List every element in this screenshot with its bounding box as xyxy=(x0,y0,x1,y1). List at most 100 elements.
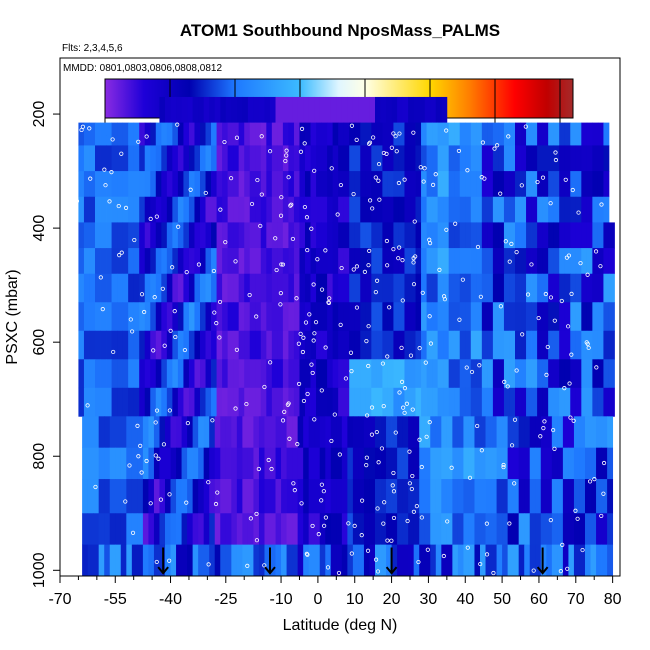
heatmap-cell xyxy=(205,171,212,198)
heatmap-cell xyxy=(297,479,304,514)
heatmap-cell xyxy=(548,330,555,360)
heatmap-cell xyxy=(177,171,184,198)
sample-dot xyxy=(116,203,121,209)
heatmap-cell xyxy=(443,248,450,275)
heatmap-cell xyxy=(398,122,405,146)
heatmap-cell xyxy=(343,330,350,360)
heatmap-cell xyxy=(159,447,166,480)
sample-dot xyxy=(548,201,553,206)
sample-dot xyxy=(301,335,306,340)
heatmap-cell xyxy=(275,416,282,449)
heatmap-cell xyxy=(82,447,89,480)
heatmap-cell xyxy=(485,513,492,546)
heatmap-cell xyxy=(568,544,575,577)
profile-marker-arrow-icon xyxy=(157,566,169,575)
heatmap-cell xyxy=(209,544,216,577)
sample-dot xyxy=(512,481,517,486)
heatmap-cell xyxy=(586,196,593,223)
heatmap-cell xyxy=(430,479,437,514)
heatmap-cell xyxy=(78,122,85,146)
heatmap-cell xyxy=(78,330,85,360)
heatmap-cell xyxy=(142,513,149,546)
sample-dot xyxy=(339,265,344,271)
heatmap-cell xyxy=(310,273,317,303)
heatmap-cell xyxy=(542,171,549,198)
heatmap-cell xyxy=(327,273,334,303)
heatmap-cell xyxy=(596,513,602,546)
sample-dot xyxy=(286,175,291,180)
sample-dot xyxy=(176,224,181,229)
heatmap-cell xyxy=(321,145,328,172)
heatmap-cell xyxy=(470,387,477,417)
heatmap-cell xyxy=(559,222,566,249)
heatmap-cell xyxy=(419,513,426,546)
sample-dot xyxy=(400,258,405,263)
heatmap-cell xyxy=(509,273,516,303)
heatmap-cell xyxy=(592,122,599,146)
heatmap-cell xyxy=(233,273,240,303)
heatmap-cell xyxy=(343,222,350,249)
heatmap-cell xyxy=(319,513,326,546)
heatmap-cell xyxy=(117,302,124,332)
sample-dot xyxy=(402,410,407,415)
heatmap-cell xyxy=(515,122,521,146)
heatmap-cell xyxy=(487,387,494,417)
heatmap-cell xyxy=(386,513,392,546)
heatmap-cell xyxy=(332,359,339,389)
heatmap-cell xyxy=(459,196,466,223)
sample-dot xyxy=(503,239,508,244)
heatmap-cell xyxy=(492,273,499,303)
heatmap-cell xyxy=(148,479,155,514)
heatmap-cell xyxy=(562,416,569,449)
heatmap-cell xyxy=(360,330,367,360)
heatmap-cell xyxy=(161,196,168,223)
heatmap-cell xyxy=(349,387,356,417)
heatmap-cell xyxy=(376,171,383,198)
heatmap-cell xyxy=(131,416,138,449)
heatmap-cell xyxy=(564,273,571,303)
heatmap-cell xyxy=(509,122,516,146)
heatmap-cell xyxy=(277,122,284,146)
heatmap-cell xyxy=(553,359,560,389)
sample-dot xyxy=(507,259,512,264)
heatmap-cell xyxy=(161,122,168,146)
heatmap-cell xyxy=(474,513,481,546)
heatmap-cell xyxy=(443,359,450,389)
sample-dot xyxy=(135,423,140,428)
heatmap-cell xyxy=(448,196,455,223)
heatmap-cell xyxy=(281,96,287,124)
heatmap-cell xyxy=(216,330,223,360)
heatmap-cell xyxy=(491,416,497,449)
heatmap-cell xyxy=(266,196,273,223)
sample-dot xyxy=(437,267,442,272)
heatmap-cell xyxy=(297,447,304,480)
heatmap-cell xyxy=(435,544,442,577)
heatmap-cell xyxy=(100,387,107,417)
heatmap-cell xyxy=(498,248,505,275)
heatmap-cell xyxy=(314,479,321,514)
heatmap-cell xyxy=(387,222,394,249)
heatmap-cell xyxy=(260,359,267,389)
sample-dot xyxy=(188,187,193,192)
heatmap-cell xyxy=(133,359,140,389)
heatmap-cell xyxy=(481,122,488,146)
heatmap-cell xyxy=(200,145,206,172)
sample-dot xyxy=(543,291,548,297)
sample-dot xyxy=(182,347,188,353)
heatmap-cell xyxy=(553,196,560,223)
sample-dot xyxy=(222,139,227,145)
heatmap-cell xyxy=(421,248,427,275)
heatmap-cell xyxy=(413,513,420,546)
heatmap-cell xyxy=(137,479,144,514)
sample-dot xyxy=(327,296,332,301)
dates-subtitle: MMDD: 0801,0803,0806,0808,0812 xyxy=(63,63,222,74)
heatmap-cell xyxy=(404,359,411,389)
sample-dot xyxy=(538,434,543,439)
heatmap-cell xyxy=(343,273,350,303)
heatmap-cell xyxy=(305,387,311,417)
heatmap-cell xyxy=(398,145,405,172)
heatmap-cell xyxy=(95,273,101,303)
heatmap-cell xyxy=(338,273,345,303)
heatmap-cell xyxy=(258,513,265,546)
heatmap-cell xyxy=(430,96,437,124)
